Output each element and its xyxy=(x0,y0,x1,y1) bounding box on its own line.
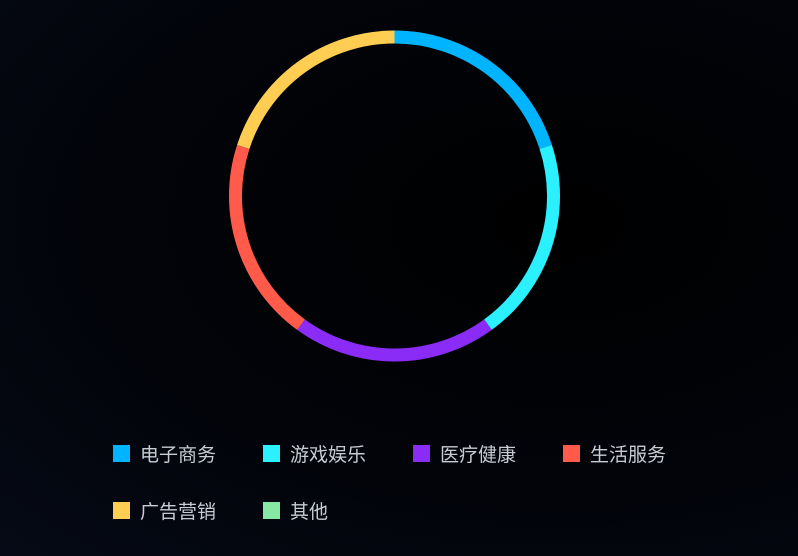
legend-swatch xyxy=(563,444,580,462)
legend-label: 其他 xyxy=(290,500,329,523)
donut-slice-1[interactable] xyxy=(484,144,560,330)
legend-swatch xyxy=(263,444,280,462)
legend-item-gaming[interactable]: 游戏娱乐 xyxy=(263,440,366,466)
legend-item-healthcare[interactable]: 医疗健康 xyxy=(413,440,516,466)
legend-label: 游戏娱乐 xyxy=(290,443,367,466)
donut-slice-0[interactable] xyxy=(394,30,552,149)
legend-item-other[interactable]: 其他 xyxy=(263,497,328,523)
legend-label: 广告营销 xyxy=(140,500,217,523)
legend-item-ecommerce[interactable]: 电子商务 xyxy=(113,440,216,466)
legend-item-life-services[interactable]: 生活服务 xyxy=(563,440,666,466)
legend-swatch xyxy=(113,501,130,519)
donut-slice-2[interactable] xyxy=(297,319,492,362)
legend-item-advertising[interactable]: 广告营销 xyxy=(113,497,216,523)
legend-label: 医疗健康 xyxy=(440,443,517,466)
legend-label: 生活服务 xyxy=(590,443,667,466)
legend-swatch xyxy=(263,501,280,519)
legend-swatch xyxy=(413,444,430,462)
legend-label: 电子商务 xyxy=(140,443,217,466)
donut-slice-3[interactable] xyxy=(229,144,305,330)
donut-slice-4[interactable] xyxy=(237,30,395,149)
legend-swatch xyxy=(113,444,130,462)
